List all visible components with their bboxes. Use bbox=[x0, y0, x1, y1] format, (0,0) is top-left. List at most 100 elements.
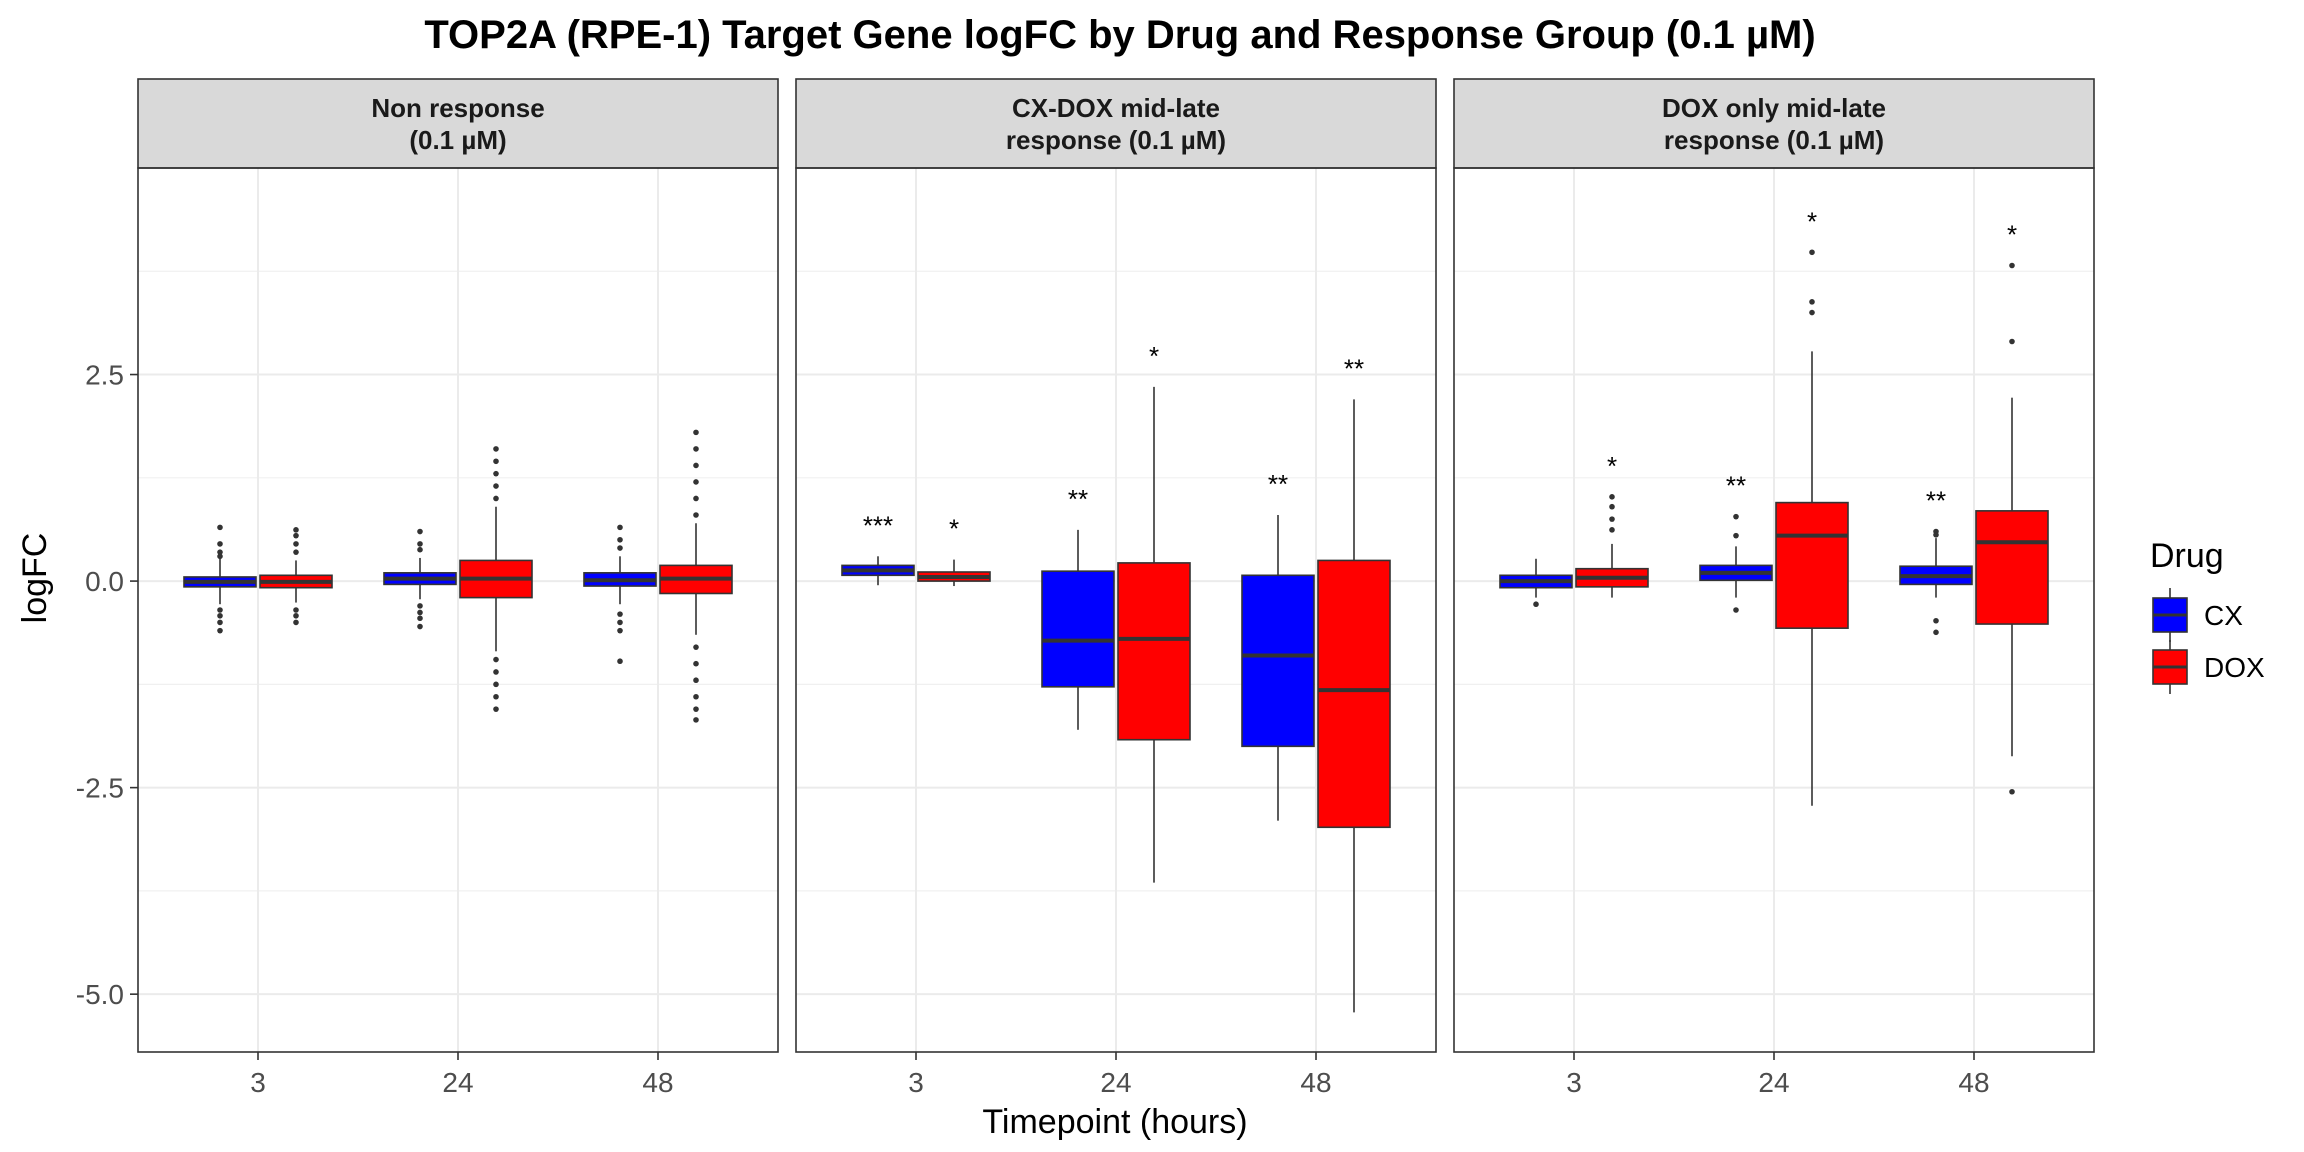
significance-label: ** bbox=[1344, 353, 1364, 383]
outlier-point bbox=[617, 545, 623, 551]
outlier-point bbox=[293, 607, 299, 613]
outlier-point bbox=[493, 495, 499, 502]
facet-strip-label: CX-DOX mid-late bbox=[1012, 93, 1220, 123]
facet-strip-label: response (0.1 µM) bbox=[1006, 125, 1226, 155]
box-group bbox=[383, 528, 457, 630]
y-tick-label: 0.0 bbox=[85, 566, 124, 597]
x-tick-label: 3 bbox=[1566, 1067, 1582, 1098]
x-tick-label: 3 bbox=[250, 1067, 266, 1098]
box-group bbox=[659, 429, 733, 723]
outlier-point bbox=[493, 656, 499, 663]
outlier-point bbox=[1809, 249, 1815, 256]
outlier-point bbox=[1933, 532, 1939, 538]
box-group: * bbox=[1975, 219, 2049, 795]
box-group: * bbox=[1775, 206, 1849, 806]
outlier-point bbox=[617, 611, 623, 617]
box-group: ** bbox=[1317, 353, 1391, 1013]
legend-title: Drug bbox=[2150, 537, 2224, 575]
y-tick-label: -5.0 bbox=[76, 979, 124, 1010]
outlier-point bbox=[1609, 527, 1615, 533]
significance-label: ** bbox=[1726, 471, 1746, 501]
box-group bbox=[583, 524, 657, 665]
outlier-point bbox=[217, 627, 223, 634]
significance-label: ** bbox=[1926, 486, 1946, 516]
facet-strip-label: DOX only mid-late bbox=[1662, 93, 1886, 123]
outlier-point bbox=[217, 612, 223, 619]
outlier-point bbox=[693, 429, 699, 436]
box bbox=[1317, 559, 1391, 829]
x-tick-label: 3 bbox=[908, 1067, 924, 1098]
box bbox=[1775, 501, 1849, 629]
outlier-point bbox=[1609, 494, 1615, 500]
chart-title: TOP2A (RPE-1) Target Gene logFC by Drug … bbox=[424, 13, 1815, 57]
x-axis-title: Timepoint (hours) bbox=[982, 1103, 1247, 1141]
outlier-point bbox=[693, 693, 699, 700]
outlier-point bbox=[417, 603, 423, 609]
facet-panels: Non response(0.1 µM) 3 24 48 CX-DOX mid-late… bbox=[76, 78, 2095, 1098]
y-tick-label: -2.5 bbox=[76, 773, 124, 804]
x-tick-label: 48 bbox=[1300, 1067, 1331, 1098]
outlier-point bbox=[293, 612, 299, 619]
box-group: ** bbox=[1241, 469, 1315, 821]
box-group: * bbox=[1575, 451, 1649, 598]
box bbox=[1041, 570, 1115, 688]
x-tick-label: 48 bbox=[642, 1067, 673, 1098]
outlier-point bbox=[417, 546, 423, 553]
outlier-point bbox=[617, 524, 623, 531]
significance-label: * bbox=[1149, 341, 1159, 371]
outlier-point bbox=[217, 619, 223, 626]
outlier-point bbox=[1809, 299, 1815, 305]
x-tick-label: 24 bbox=[442, 1067, 473, 1098]
box-group bbox=[259, 527, 333, 626]
box-group: ** bbox=[1041, 484, 1115, 730]
outlier-point bbox=[617, 619, 623, 626]
outlier-point bbox=[693, 660, 699, 667]
facet-strip-label: Non response bbox=[371, 93, 544, 123]
box bbox=[1975, 510, 2049, 625]
outlier-point bbox=[693, 495, 699, 502]
outlier-point bbox=[2009, 262, 2015, 269]
outlier-point bbox=[493, 669, 499, 675]
outlier-point bbox=[293, 541, 299, 547]
outlier-point bbox=[217, 549, 223, 555]
box bbox=[1241, 574, 1315, 748]
outlier-point bbox=[693, 717, 699, 723]
outlier-point bbox=[1933, 629, 1939, 636]
outlier-point bbox=[693, 644, 699, 650]
outlier-point bbox=[1609, 516, 1615, 522]
outlier-point bbox=[1733, 607, 1739, 613]
outlier-point bbox=[417, 623, 423, 630]
facet-strip bbox=[137, 78, 779, 169]
outlier-point bbox=[617, 627, 623, 634]
significance-label: ** bbox=[1068, 484, 1088, 514]
facet-strip bbox=[795, 78, 1437, 169]
outlier-point bbox=[617, 536, 623, 543]
x-tick-label: 48 bbox=[1958, 1067, 1989, 1098]
outlier-point bbox=[293, 527, 299, 533]
outlier-point bbox=[693, 462, 699, 469]
outlier-point bbox=[693, 479, 699, 485]
outlier-point bbox=[293, 619, 299, 626]
outlier-point bbox=[1933, 617, 1939, 624]
outlier-point bbox=[293, 549, 299, 555]
outlier-point bbox=[417, 609, 423, 616]
facet-strip-label: (0.1 µM) bbox=[409, 125, 506, 155]
legend-key: CX bbox=[2152, 588, 2243, 642]
box-group: *** bbox=[841, 510, 915, 586]
significance-label: * bbox=[1807, 206, 1817, 236]
outlier-point bbox=[217, 524, 223, 531]
box-group bbox=[459, 446, 533, 712]
box-group bbox=[1499, 558, 1573, 608]
outlier-point bbox=[217, 553, 223, 560]
significance-label: *** bbox=[863, 510, 893, 540]
outlier-point bbox=[417, 541, 423, 547]
significance-label: * bbox=[1607, 451, 1617, 481]
outlier-point bbox=[493, 458, 499, 465]
facet-strip-label: response (0.1 µM) bbox=[1664, 125, 1884, 155]
box-group: * bbox=[1117, 341, 1191, 883]
outlier-point bbox=[2009, 338, 2015, 345]
outlier-point bbox=[1733, 532, 1739, 539]
x-tick-label: 24 bbox=[1758, 1067, 1789, 1098]
